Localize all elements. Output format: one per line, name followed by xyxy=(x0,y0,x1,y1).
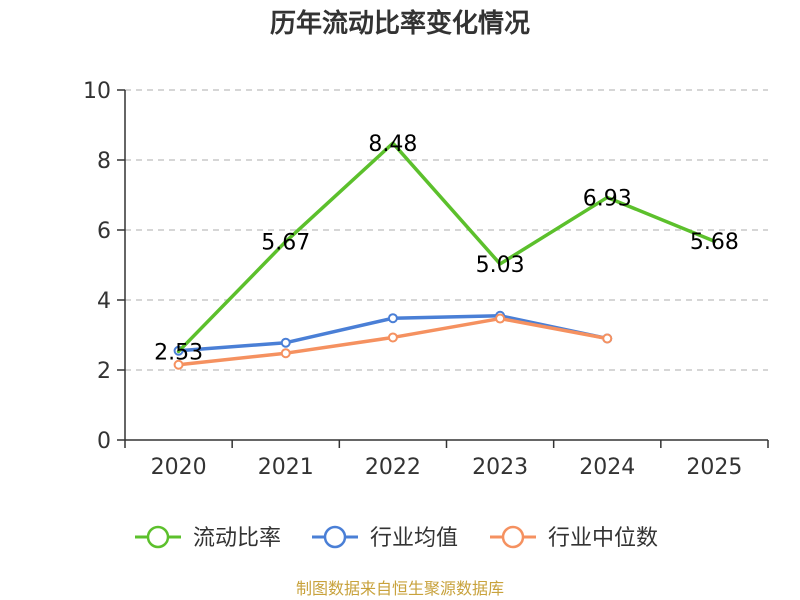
y-tick-label-6: 6 xyxy=(97,219,111,244)
y-tick-label-8: 8 xyxy=(97,149,111,174)
gridlines xyxy=(125,89,768,371)
point-行业均值-2021 xyxy=(280,337,291,348)
data-label-2024: 6.93 xyxy=(583,186,632,211)
legend-label-行业均值: 行业均值 xyxy=(370,526,458,551)
legend-label-流动比率: 流动比率 xyxy=(193,526,281,551)
series-line-流动比率 xyxy=(176,141,717,354)
data-labels: 2.53 5.67 8.48 5.03 6.93 5.68 xyxy=(154,132,739,365)
legend-marker-行业均值 xyxy=(323,525,347,549)
data-label-2025: 5.68 xyxy=(690,230,739,255)
legend-label-行业中位数: 行业中位数 xyxy=(548,526,658,551)
x-tick-label-2025: 2025 xyxy=(686,455,742,480)
data-label-2022: 8.48 xyxy=(368,132,417,157)
y-tick-labels: 0 2 4 6 8 10 xyxy=(83,79,111,454)
legend: 流动比率 行业均值 行业中位数 xyxy=(135,525,658,551)
x-tick-labels: 2020 2021 2022 2023 2024 2025 xyxy=(151,455,743,480)
y-tick-label-2: 2 xyxy=(97,359,111,384)
point-行业中位数-2024 xyxy=(602,333,613,344)
x-tick-label-2022: 2022 xyxy=(365,455,421,480)
y-tick-label-0: 0 xyxy=(97,429,111,454)
chart-title: 历年流动比率变化情况 xyxy=(270,8,530,39)
source-note: 制图数据来自恒生聚源数据库 xyxy=(296,579,504,598)
data-label-2020: 2.53 xyxy=(154,340,203,365)
data-label-2021: 5.67 xyxy=(261,231,310,256)
x-tick-label-2020: 2020 xyxy=(151,455,207,480)
series-group xyxy=(173,141,717,370)
point-行业中位数-2022 xyxy=(387,332,398,343)
point-行业均值-2022 xyxy=(387,313,398,324)
x-tick-label-2023: 2023 xyxy=(472,455,528,480)
point-行业中位数-2021 xyxy=(280,348,291,359)
y-tick-label-4: 4 xyxy=(97,289,111,314)
y-tick-label-10: 10 xyxy=(83,79,111,104)
axes xyxy=(117,89,769,448)
legend-marker-流动比率 xyxy=(146,525,170,549)
point-行业中位数-2023 xyxy=(495,313,506,324)
legend-marker-行业中位数 xyxy=(501,525,525,549)
point-行业中位数-2020 xyxy=(173,359,184,370)
x-tick-label-2024: 2024 xyxy=(579,455,635,480)
x-tick-label-2021: 2021 xyxy=(258,455,314,480)
data-label-2023: 5.03 xyxy=(476,253,525,278)
